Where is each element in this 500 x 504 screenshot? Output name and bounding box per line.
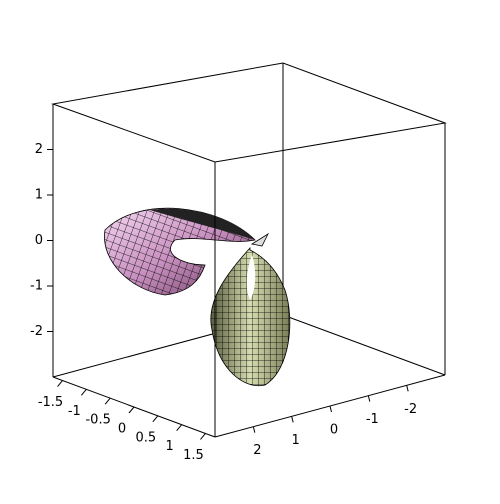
tick-mark (104, 397, 111, 405)
tick-mark (406, 385, 409, 392)
tick-mark (252, 426, 256, 433)
tick-mark (200, 433, 206, 440)
tick-mark (128, 406, 135, 414)
surface (104, 207, 291, 387)
x-tick-label: -1.5 (38, 395, 63, 410)
tick-mark (80, 389, 87, 396)
z-tick-label: -1 (30, 279, 43, 294)
z-tick-label: 0 (35, 233, 43, 248)
tick-mark (152, 415, 159, 423)
x-tick-label: 1.5 (183, 448, 204, 463)
x-tick-label: 0.5 (135, 430, 156, 445)
y-tick-label: -1 (366, 412, 379, 427)
tick-mark (367, 395, 371, 402)
tick-mark (329, 405, 332, 413)
x-tick-label: 1 (166, 439, 174, 454)
y-tick-label: 1 (292, 433, 300, 448)
y-tick-label: 0 (330, 423, 338, 438)
z-tick-label: 1 (35, 188, 43, 203)
tick-mark (176, 424, 183, 431)
z-tick-label: -2 (30, 324, 43, 339)
z-tick-label: 2 (35, 142, 43, 157)
x-tick-label: -0.5 (85, 413, 110, 428)
tick-mark (291, 416, 294, 423)
tick-mark (57, 380, 63, 387)
y-tick-label: 2 (253, 443, 261, 458)
x-tick-label: 0 (118, 422, 126, 437)
x-tick-label: -1 (68, 404, 81, 419)
y-tick-label: -2 (404, 402, 417, 417)
